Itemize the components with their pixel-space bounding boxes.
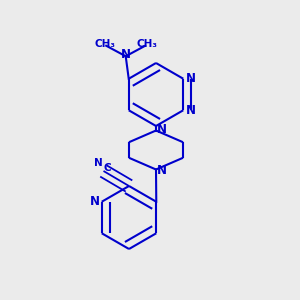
Text: N: N	[157, 164, 167, 178]
Text: N: N	[157, 122, 167, 136]
Text: N: N	[186, 72, 196, 85]
Text: N: N	[121, 48, 131, 61]
Text: C: C	[103, 163, 111, 173]
Text: N: N	[90, 195, 100, 208]
Text: N: N	[186, 104, 196, 117]
Text: CH₃: CH₃	[94, 39, 115, 49]
Text: N: N	[94, 158, 103, 169]
Text: CH₃: CH₃	[136, 39, 157, 49]
